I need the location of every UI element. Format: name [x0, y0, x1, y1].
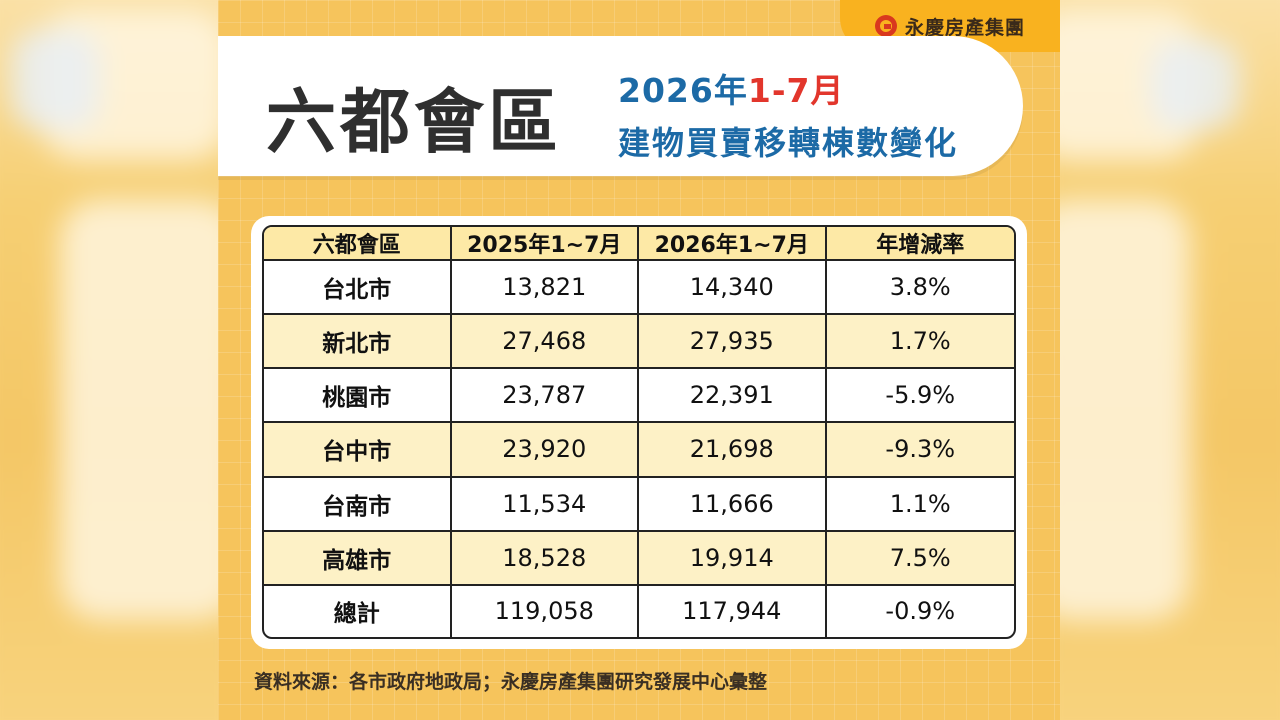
source-note: 資料來源：各市政府地政局；永慶房產集團研究發展中心彙整 — [254, 671, 768, 693]
cell-total-label: 總計 — [264, 585, 452, 637]
cell-total-rate: -0.9% — [885, 597, 956, 626]
header-rate: 年增減率 — [826, 227, 1014, 261]
cell-rate: 1.1% — [826, 478, 1014, 532]
cell-city: 台北市 — [264, 261, 452, 316]
cell-2025: 27,468 — [451, 315, 639, 370]
table-row: 新北市 27,468 27,935 1.7% — [264, 315, 1014, 370]
cell-2025: 23,920 — [451, 423, 639, 478]
infographic-poster: 永慶房產集團 六都會區 2026年1-7月 建物買賣移轉棟數變化 六都會區 20… — [218, 0, 1060, 720]
table-total-row: 總計 119,058 117,944 -0.9% — [264, 585, 1014, 637]
cell-2026: 22,391 — [639, 369, 827, 424]
subtitle-topic: 建物買賣移轉棟數變化 — [618, 124, 959, 162]
blurred-left-backdrop — [0, 0, 218, 720]
table-row: 台北市 13,821 14,340 3.8% — [264, 261, 1014, 316]
table-card: 六都會區 2025年1~7月 2026年1~7月 年增減率 台北市 13,821… — [251, 216, 1027, 649]
cell-2026: 27,935 — [639, 315, 827, 370]
table-row: 桃園市 23,787 22,391 -5.9% — [264, 369, 1014, 424]
cell-total-2025: 119,058 — [452, 585, 639, 637]
cell-2025: 13,821 — [451, 261, 639, 316]
subtitle-year: 2026年 — [618, 71, 748, 110]
table-row: 高雄市 18,528 19,914 7.5% — [264, 531, 1014, 586]
main-title: 六都會區 — [266, 81, 562, 163]
cell-2025: 23,787 — [451, 369, 639, 424]
cell-city: 台南市 — [264, 477, 452, 532]
header-2026: 2026年1~7月 — [639, 227, 827, 261]
cell-2026: 21,698 — [639, 423, 827, 478]
cell-city: 新北市 — [264, 315, 452, 370]
subtitle-months: 1-7月 — [747, 71, 845, 110]
brand-name: 永慶房產集團 — [904, 16, 1025, 39]
cell-rate: -5.9% — [826, 369, 1014, 424]
cell-total-2026: 117,944 — [639, 585, 827, 637]
table-row: 台南市 11,534 11,666 1.1% — [264, 477, 1014, 532]
header-2025: 2025年1~7月 — [451, 227, 639, 261]
cell-2026: 19,914 — [639, 531, 827, 586]
cell-rate: 1.7% — [826, 315, 1014, 370]
header-region: 六都會區 — [264, 227, 452, 261]
subtitle: 2026年1-7月 建物買賣移轉棟數變化 — [618, 64, 958, 164]
cell-2025: 18,528 — [451, 531, 639, 586]
table-header-row: 六都會區 2025年1~7月 2026年1~7月 年增減率 — [264, 227, 1014, 261]
cell-city: 桃園市 — [264, 369, 452, 424]
cell-2026: 14,340 — [639, 261, 827, 316]
cell-2026: 11,666 — [639, 477, 827, 532]
subtitle-period: 2026年1-7月 — [618, 64, 958, 112]
cell-city: 高雄市 — [264, 531, 452, 586]
transfer-table: 六都會區 2025年1~7月 2026年1~7月 年增減率 台北市 13,821… — [262, 225, 1016, 639]
cell-rate: -9.3% — [826, 423, 1014, 478]
brand-logo-icon — [874, 15, 897, 37]
title-banner: 六都會區 2026年1-7月 建物買賣移轉棟數變化 — [218, 36, 1023, 176]
cell-2025: 11,534 — [451, 477, 639, 532]
blurred-right-backdrop — [1060, 0, 1280, 720]
cell-city: 台中市 — [264, 423, 452, 478]
cell-rate: 3.8% — [826, 261, 1014, 316]
table-row: 台中市 23,920 21,698 -9.3% — [264, 423, 1014, 478]
cell-rate: 7.5% — [826, 531, 1014, 586]
